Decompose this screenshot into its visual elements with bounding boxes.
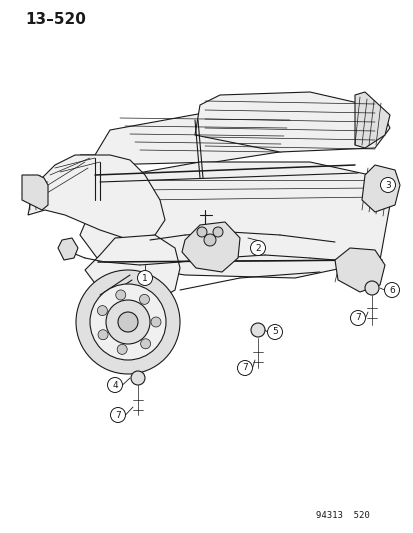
- Circle shape: [212, 227, 223, 237]
- Circle shape: [151, 317, 161, 327]
- Circle shape: [384, 282, 399, 297]
- Polygon shape: [334, 248, 384, 292]
- Circle shape: [237, 360, 252, 376]
- Text: 5: 5: [271, 327, 277, 336]
- Text: 13–520: 13–520: [25, 12, 85, 27]
- Text: 4: 4: [112, 381, 118, 390]
- Text: 7: 7: [242, 364, 247, 373]
- Circle shape: [380, 177, 394, 192]
- Circle shape: [97, 305, 107, 316]
- Polygon shape: [28, 155, 165, 240]
- Circle shape: [76, 270, 180, 374]
- Circle shape: [117, 344, 127, 354]
- Circle shape: [204, 234, 216, 246]
- Text: 7: 7: [115, 410, 121, 419]
- Circle shape: [250, 323, 264, 337]
- Circle shape: [364, 281, 378, 295]
- Text: 2: 2: [254, 244, 260, 253]
- Polygon shape: [80, 162, 389, 278]
- Circle shape: [267, 325, 282, 340]
- Polygon shape: [85, 235, 180, 305]
- Circle shape: [350, 311, 365, 326]
- Polygon shape: [22, 175, 48, 210]
- Circle shape: [131, 371, 145, 385]
- Circle shape: [107, 377, 122, 392]
- Circle shape: [137, 271, 152, 286]
- Polygon shape: [182, 222, 240, 272]
- Text: 7: 7: [354, 313, 360, 322]
- Circle shape: [116, 290, 126, 300]
- Polygon shape: [354, 92, 389, 148]
- Circle shape: [106, 300, 150, 344]
- Polygon shape: [58, 238, 78, 260]
- Circle shape: [140, 339, 150, 349]
- Circle shape: [197, 227, 206, 237]
- Circle shape: [110, 408, 125, 423]
- Text: 3: 3: [384, 181, 390, 190]
- Text: 1: 1: [142, 273, 147, 282]
- Text: 94313  520: 94313 520: [316, 511, 369, 520]
- Circle shape: [98, 330, 108, 340]
- Circle shape: [118, 312, 138, 332]
- Circle shape: [250, 240, 265, 255]
- Circle shape: [90, 284, 166, 360]
- Text: 6: 6: [388, 286, 394, 295]
- Circle shape: [139, 294, 149, 304]
- Polygon shape: [361, 165, 399, 212]
- Polygon shape: [195, 92, 389, 152]
- Polygon shape: [80, 110, 314, 165]
